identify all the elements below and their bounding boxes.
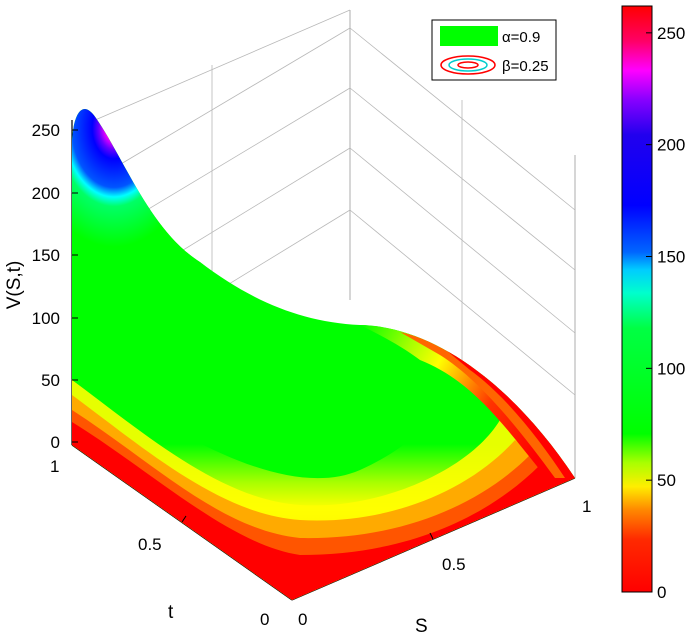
t-tick	[181, 515, 187, 523]
colorbar-gradient	[621, 5, 653, 593]
surface-peak	[72, 109, 241, 347]
t-tick-label: 0.5	[138, 535, 162, 554]
legend-beta-swatch	[440, 55, 496, 75]
colorbar-tick-label: 0	[657, 583, 666, 602]
contour-ring	[440, 55, 496, 75]
surface-right-red	[440, 345, 575, 478]
t-tick-labels: 1 0.5 0	[50, 457, 269, 629]
z-tick-labels: 0 50 100 150 200 250	[32, 121, 60, 452]
colorbar-ticks: 0 50 100 150 200 250	[646, 24, 685, 602]
grid-line	[349, 87, 576, 271]
s-axis-label: S	[415, 616, 428, 635]
grid-line	[349, 147, 576, 334]
grid-line	[71, 9, 351, 131]
z-axis-label: V(S,t)	[4, 261, 25, 310]
grid-line	[349, 27, 576, 211]
legend-beta-label: β=0.25	[502, 58, 549, 75]
legend-alpha-label: α=0.9	[502, 29, 540, 46]
t-tick-label: 1	[50, 457, 59, 476]
contour-ring	[457, 61, 479, 69]
s-tick-label: 0.5	[442, 555, 466, 574]
surface-warm-band	[72, 340, 575, 600]
z-tick-label: 100	[32, 309, 60, 328]
colorbar-tick-label: 50	[657, 471, 676, 490]
z-tick-label: 150	[32, 246, 60, 265]
z-tick-label: 250	[32, 121, 60, 140]
colorbar: 0 50 100 150 200 250	[621, 5, 685, 602]
s-tick	[429, 532, 434, 540]
surface-right-ridge	[360, 325, 575, 478]
t-axis-label: t	[168, 602, 174, 623]
contour-ring	[448, 58, 488, 72]
legend-alpha-swatch	[440, 26, 498, 46]
colorbar-tick-label: 150	[657, 248, 685, 267]
z-tick-label: 50	[41, 371, 60, 390]
surface	[72, 109, 575, 600]
grid-line	[349, 209, 576, 396]
surface-right-orange	[400, 332, 575, 478]
surface-red-band	[72, 422, 575, 600]
colorbar-tick-label: 250	[657, 24, 685, 43]
s-tick-labels: 0 0.5 1	[298, 497, 591, 629]
colorbar-tick-label: 200	[657, 136, 685, 155]
s-tick-label: 0	[298, 610, 307, 629]
z-tick-label: 0	[51, 433, 60, 452]
s-tick-label: 1	[582, 497, 591, 516]
colorbar-tick-label: 100	[657, 359, 685, 378]
t-tick-label: 0	[260, 610, 269, 629]
tick-marks	[72, 129, 434, 540]
legend: α=0.9 β=0.25	[431, 19, 557, 81]
z-tick-label: 200	[32, 184, 60, 203]
